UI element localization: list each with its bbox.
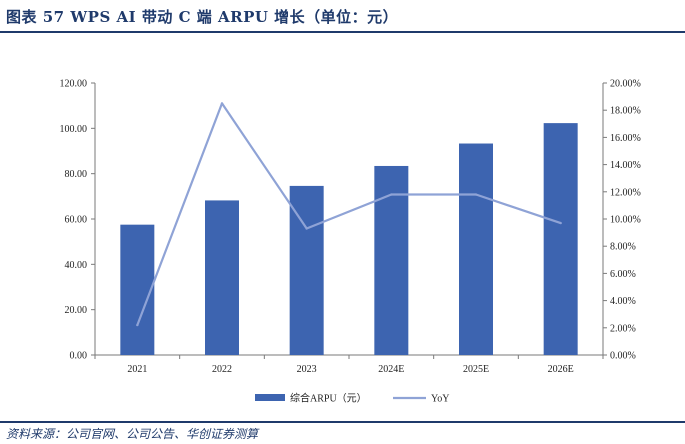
x-tick-label: 2021 xyxy=(127,364,147,375)
yoy-point xyxy=(390,193,393,196)
arpu-bar xyxy=(459,143,493,355)
yoy-line xyxy=(136,102,562,326)
right-tick-label: 16.00% xyxy=(610,133,641,144)
left-tick-label: 100.00 xyxy=(60,124,88,135)
right-tick-label: 0.00% xyxy=(610,351,636,362)
right-tick-label: 8.00% xyxy=(610,242,636,253)
arpu-bar xyxy=(374,165,409,355)
legend-label-yoy: YoY xyxy=(431,394,449,405)
x-tick-label: 2026E xyxy=(548,364,574,375)
bar-series xyxy=(120,123,578,356)
right-tick-label: 10.00% xyxy=(610,215,641,226)
arpu-bar xyxy=(120,224,155,355)
arpu-bar xyxy=(205,200,239,355)
right-tick-label: 20.00% xyxy=(610,79,641,90)
right-tick-label: 2.00% xyxy=(610,323,636,334)
chart-title: 图表 57 WPS AI 带动 C 端 ARPU 增长（单位：元） xyxy=(6,8,399,26)
right-tick-label: 6.00% xyxy=(610,269,636,280)
yoy-point xyxy=(136,323,139,327)
line-series xyxy=(136,102,562,327)
x-tick-label: 2022 xyxy=(212,364,232,375)
left-tick-label: 20.00 xyxy=(65,305,88,316)
legend-swatch-arpu xyxy=(255,394,285,401)
x-tick-label: 2024E xyxy=(378,364,404,375)
chart-area: 0.00 20.00 40.00 60.00 80.00 100.00 120.00 0.00… xyxy=(60,79,641,405)
yoy-point xyxy=(474,193,478,196)
yoy-point xyxy=(220,102,224,105)
right-tick-label: 18.00% xyxy=(610,106,641,117)
left-tick-label: 60.00 xyxy=(65,215,88,226)
right-tick-label: 4.00% xyxy=(610,296,636,307)
legend-label-arpu: 综合ARPU（元） xyxy=(290,392,367,405)
left-tick-label: 40.00 xyxy=(65,260,88,271)
arpu-bar xyxy=(543,123,578,356)
right-tick-label: 12.00% xyxy=(610,187,641,198)
title-divider xyxy=(0,31,685,33)
axes: 0.00 20.00 40.00 60.00 80.00 100.00 120.00 0.00… xyxy=(60,79,641,376)
source-note: 资料来源：公司官网、公司公告、华创证券测算 xyxy=(6,427,259,441)
left-tick-label: 80.00 xyxy=(65,169,88,180)
right-tick-label: 14.00% xyxy=(610,160,641,171)
x-tick-label: 2025E xyxy=(463,364,489,375)
yoy-point xyxy=(305,227,308,230)
x-tick-label: 2023 xyxy=(297,364,317,375)
left-tick-label: 0.00 xyxy=(70,351,88,362)
left-tick-label: 120.00 xyxy=(60,79,88,90)
yoy-point xyxy=(559,221,562,225)
footer-divider xyxy=(0,421,685,423)
legend: 综合ARPU（元） YoY xyxy=(255,392,449,405)
arpu-bar xyxy=(289,185,324,355)
